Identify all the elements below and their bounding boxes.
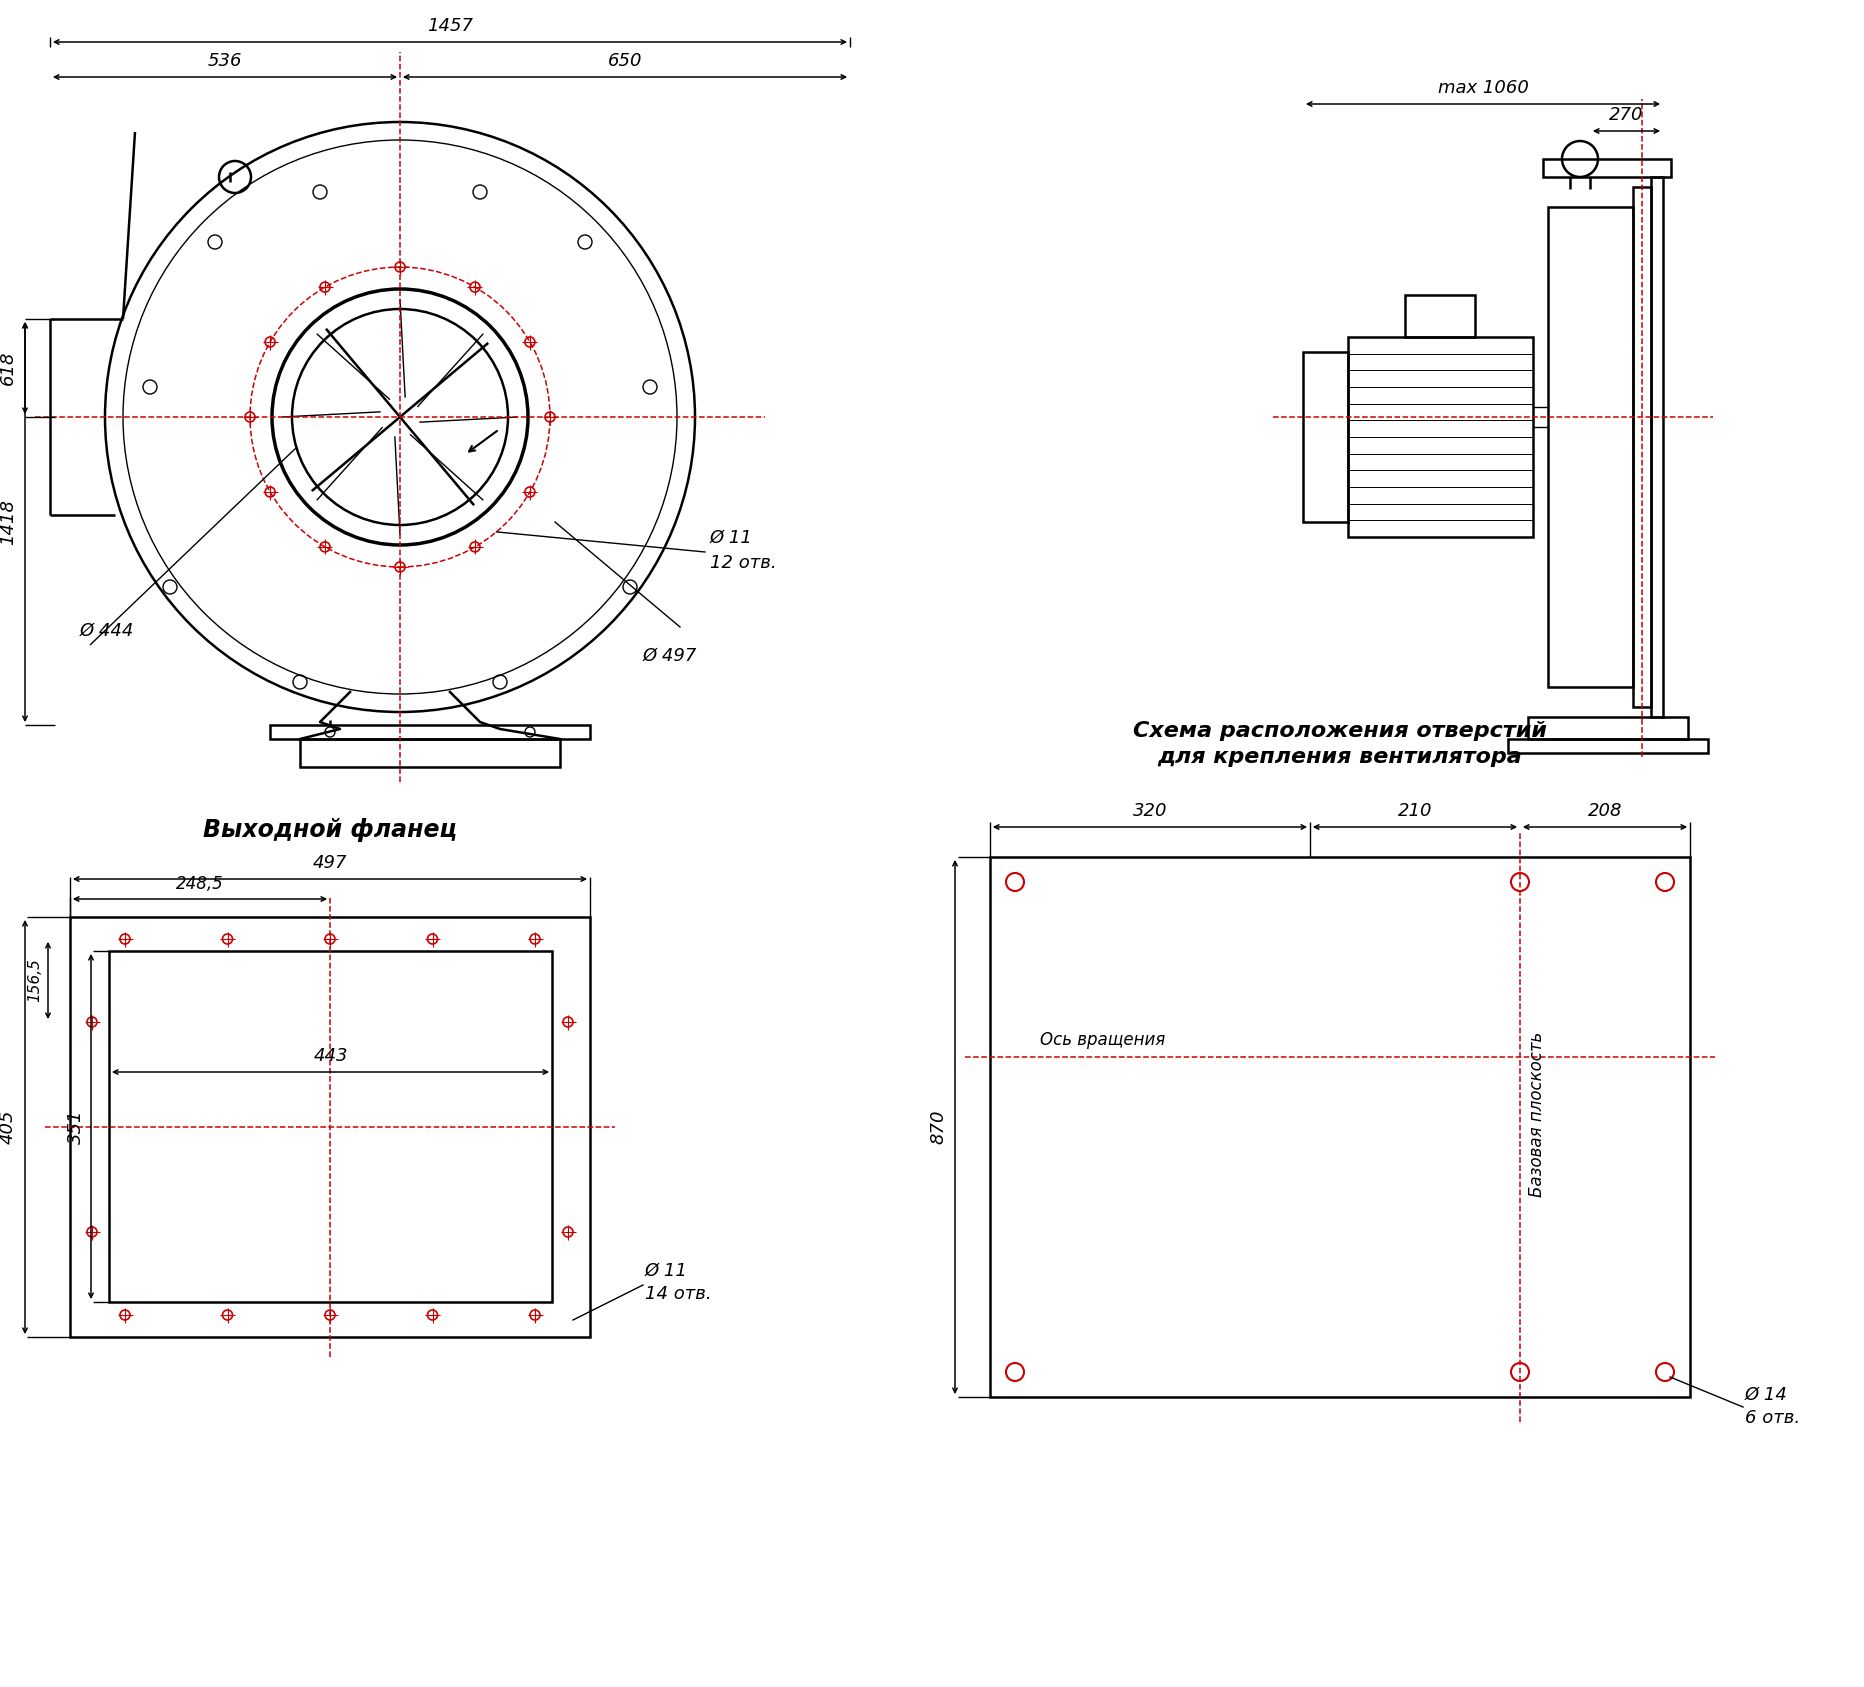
Text: 248,5: 248,5: [175, 876, 224, 892]
Text: 1457: 1457: [427, 17, 473, 35]
Text: Ø 444: Ø 444: [80, 623, 134, 639]
Text: 443: 443: [313, 1048, 349, 1064]
Text: Ø 11: Ø 11: [645, 1262, 688, 1280]
Bar: [1633, 187, 1652, 707]
Bar: [1303, 353, 1348, 521]
Text: Ø 14: Ø 14: [1745, 1387, 1788, 1404]
Text: 12 отв.: 12 отв.: [710, 553, 777, 572]
Bar: [1528, 717, 1689, 739]
Text: 405: 405: [0, 1110, 17, 1144]
Text: 618: 618: [0, 351, 17, 385]
Text: Ось вращения: Ось вращения: [1040, 1031, 1165, 1049]
Text: 1418: 1418: [0, 499, 17, 545]
Bar: [71, 918, 591, 1338]
Bar: [1348, 337, 1532, 536]
Bar: [108, 951, 552, 1302]
Bar: [1508, 739, 1707, 752]
Text: 536: 536: [207, 52, 242, 69]
Text: Выходной фланец: Выходной фланец: [203, 818, 457, 842]
Bar: [990, 857, 1691, 1397]
Text: 320: 320: [1133, 801, 1167, 820]
Text: Ø 497: Ø 497: [643, 648, 697, 665]
Text: 497: 497: [313, 854, 347, 872]
Bar: [1652, 177, 1663, 717]
Text: max 1060: max 1060: [1437, 79, 1528, 96]
Text: 6 отв.: 6 отв.: [1745, 1409, 1801, 1427]
Text: 351: 351: [67, 1110, 86, 1144]
Text: Схема расположения отверстий
для крепления вентилятора: Схема расположения отверстий для креплен…: [1133, 720, 1547, 768]
Bar: [300, 739, 559, 768]
Text: 210: 210: [1398, 801, 1432, 820]
Bar: [270, 725, 591, 739]
Bar: [1543, 159, 1670, 177]
Bar: [1547, 208, 1633, 687]
Text: 14 отв.: 14 отв.: [645, 1285, 712, 1302]
Text: 270: 270: [1609, 106, 1644, 125]
Text: 870: 870: [928, 1110, 947, 1144]
Text: Базовая плоскость: Базовая плоскость: [1528, 1032, 1545, 1198]
Text: 650: 650: [608, 52, 643, 69]
Bar: [1405, 295, 1474, 337]
Text: Ø 11: Ø 11: [710, 530, 753, 547]
Text: 208: 208: [1588, 801, 1622, 820]
Text: 156,5: 156,5: [26, 958, 43, 1002]
